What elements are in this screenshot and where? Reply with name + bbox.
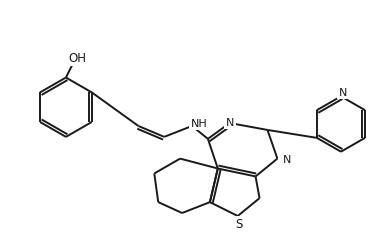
Text: S: S	[235, 218, 242, 230]
Text: N: N	[283, 154, 291, 164]
Text: OH: OH	[69, 52, 87, 65]
Text: N: N	[339, 88, 347, 98]
Text: NH: NH	[191, 118, 207, 128]
Text: N: N	[225, 118, 234, 128]
